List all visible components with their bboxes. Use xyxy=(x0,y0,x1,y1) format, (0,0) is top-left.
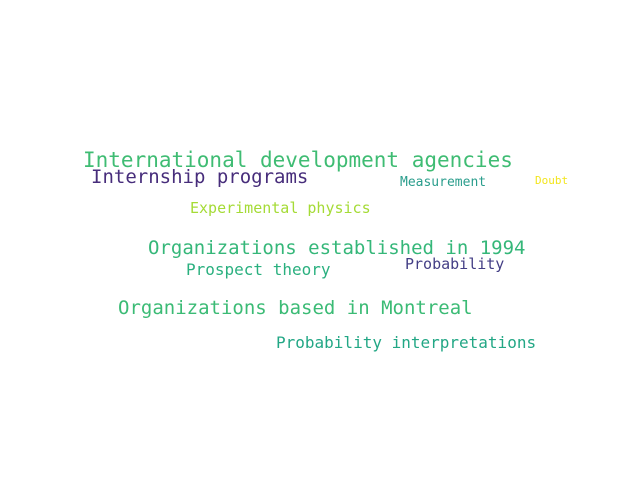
word-measurement: Measurement xyxy=(400,175,487,190)
word-probability: Probability xyxy=(405,255,505,273)
word-international-development-agencies: International development agencies xyxy=(83,148,513,172)
word-prospect-theory: Prospect theory xyxy=(186,260,331,279)
word-organizations-established-in-1994: Organizations established in 1994 xyxy=(148,237,526,259)
word-experimental-physics: Experimental physics xyxy=(190,199,371,217)
word-internship-programs: Internship programs xyxy=(91,166,309,188)
word-probability-interpretations: Probability interpretations xyxy=(276,333,537,352)
word-organizations-based-in-montreal: Organizations based in Montreal xyxy=(118,297,473,319)
word-doubt: Doubt xyxy=(535,174,569,187)
